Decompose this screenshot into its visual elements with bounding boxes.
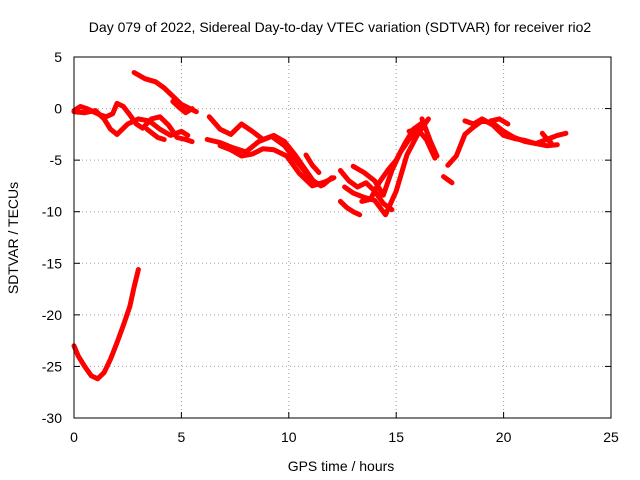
plot-frame: [73, 56, 612, 419]
data-series-trace: [131, 70, 199, 115]
data-series-trace: [488, 116, 511, 127]
y-tick-label: -30: [42, 410, 62, 426]
x-tick-label: 10: [281, 429, 297, 445]
data-series-trace: [419, 116, 440, 159]
x-tick-label: 5: [178, 429, 186, 445]
data-series-trace: [71, 267, 141, 382]
axis-ticks: [73, 56, 612, 419]
data-series-trace: [539, 130, 554, 146]
x-tick-label: 0: [70, 429, 78, 445]
data-series: [71, 70, 569, 382]
y-tick-label: -15: [42, 255, 62, 271]
x-tick-label: 15: [388, 429, 404, 445]
data-series-trace: [71, 108, 191, 138]
data-series-trace: [170, 98, 195, 116]
y-tick-label: -20: [42, 307, 62, 323]
data-series-trace: [406, 126, 438, 161]
tick-labels: 0 5 10 15 20 25 -30 -25 -20 -15 -10 -5 0 5: [42, 49, 619, 445]
data-series-trace: [462, 116, 560, 149]
y-tick-label: 5: [54, 49, 62, 65]
chart-title: Day 079 of 2022, Sidereal Day-to-day VTE…: [89, 19, 592, 35]
y-tick-label: -10: [42, 204, 62, 220]
data-series-trace: [337, 198, 363, 218]
y-tick-label: -5: [50, 152, 63, 168]
data-series-trace: [217, 143, 337, 189]
y-tick-label: 0: [54, 101, 62, 117]
data-series-trace: [204, 133, 324, 189]
x-tick-label: 25: [603, 429, 619, 445]
data-series-trace: [342, 116, 431, 218]
grid-lines: [74, 57, 611, 418]
x-tick-label: 20: [496, 429, 512, 445]
data-series-trace: [303, 152, 322, 175]
data-series-trace: [337, 168, 395, 213]
x-axis-label: GPS time / hours: [288, 458, 395, 474]
data-series-trace: [441, 174, 455, 186]
y-tick-label: -25: [42, 358, 62, 374]
data-series-trace: [144, 126, 167, 142]
y-axis-label: SDTVAR / TECUs: [5, 182, 21, 294]
